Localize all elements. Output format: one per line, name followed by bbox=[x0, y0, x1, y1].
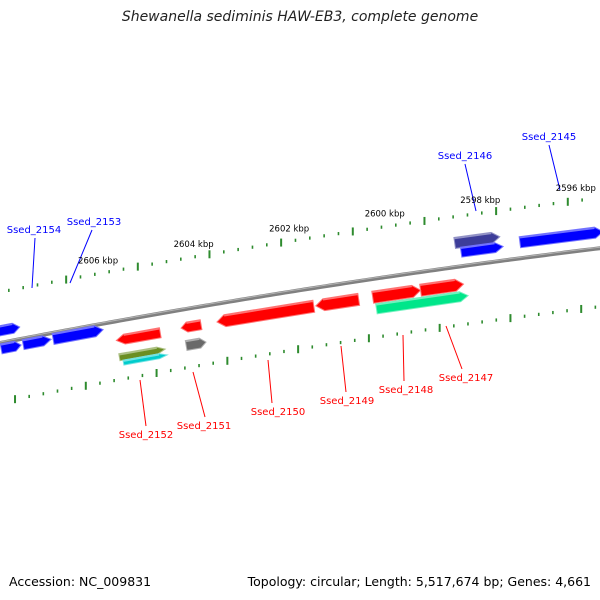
gene-arrow-highlight bbox=[118, 347, 157, 356]
gene-connector bbox=[464, 163, 477, 212]
gene-arrow-highlight bbox=[123, 354, 160, 362]
gene-label: Ssed_2147 bbox=[439, 373, 494, 384]
gene-label: Ssed_2152 bbox=[119, 430, 174, 441]
gene-label: Ssed_2151 bbox=[177, 421, 232, 432]
gene-connector bbox=[445, 325, 463, 370]
gene-arrow-highlight bbox=[419, 279, 455, 287]
gene-connector bbox=[548, 144, 561, 191]
gene-connector bbox=[402, 334, 405, 382]
gene-arrow bbox=[375, 291, 470, 315]
gene-label: Ssed_2150 bbox=[251, 407, 306, 418]
kbp-label: 2600 kbp bbox=[365, 210, 405, 220]
gene-arrow bbox=[216, 299, 316, 328]
gene-arrow bbox=[180, 319, 203, 333]
gene-arrow-highlight bbox=[52, 326, 95, 336]
gene-connector bbox=[340, 345, 347, 393]
gene-arrow-highlight bbox=[123, 328, 160, 336]
accession-label: Accession: NC_009831 bbox=[9, 574, 152, 589]
map-title: Shewanella sediminis HAW-EB3, complete g… bbox=[121, 9, 479, 25]
gene-connector bbox=[69, 229, 93, 284]
genome-summary: Topology: circular; Length: 5,517,674 bp… bbox=[247, 574, 591, 589]
gene-connector bbox=[139, 379, 147, 427]
gene-arrow-highlight bbox=[0, 323, 13, 328]
gene-arrow-highlight bbox=[322, 293, 359, 301]
inner-tick-ring bbox=[14, 304, 597, 404]
gene-label: Ssed_2145 bbox=[522, 132, 577, 143]
gene-arrow-highlight bbox=[371, 285, 412, 294]
gene-arrow bbox=[115, 327, 162, 345]
gene-arrow bbox=[122, 353, 169, 366]
gene-connector bbox=[267, 359, 273, 404]
gene-arrow-highlight bbox=[453, 232, 492, 240]
kbp-label: 2606 kbp bbox=[78, 257, 118, 267]
kbp-label: 2602 kbp bbox=[269, 224, 309, 234]
gene-connector bbox=[192, 371, 206, 418]
feature-tracks bbox=[0, 226, 600, 366]
gene-label: Ssed_2153 bbox=[67, 217, 122, 228]
gene-arrow-highlight bbox=[186, 320, 201, 324]
kbp-label: 2598 kbp bbox=[460, 196, 500, 206]
outer-tick-ring bbox=[8, 197, 583, 292]
gene-arrow-highlight bbox=[22, 336, 43, 342]
gene-arrow-highlight bbox=[460, 242, 495, 249]
gene-arrow-highlight bbox=[375, 292, 460, 306]
gene-label: Ssed_2146 bbox=[438, 151, 493, 162]
feature-labels: 2596 kbp 2598 kbp 2600 kbp 2602 kbp 2604 kbp… bbox=[7, 132, 596, 441]
gene-arrow-highlight bbox=[224, 300, 314, 317]
gene-arrow bbox=[51, 325, 104, 345]
gene-label: Ssed_2148 bbox=[379, 385, 434, 396]
gene-arrow-highlight bbox=[185, 338, 200, 343]
genome-backbone bbox=[0, 246, 600, 346]
gene-arrow bbox=[118, 346, 167, 362]
gene-arrow bbox=[518, 226, 600, 249]
gene-arrow bbox=[314, 292, 361, 312]
gene-connector bbox=[31, 237, 36, 289]
label-connectors bbox=[31, 144, 561, 427]
backbone-highlight bbox=[0, 246, 600, 343]
gene-label: Ssed_2149 bbox=[320, 396, 375, 407]
backbone-line bbox=[0, 246, 600, 346]
kbp-label: 2604 kbp bbox=[174, 240, 214, 250]
gene-arrow-highlight bbox=[0, 341, 15, 346]
gene-arrow-highlight bbox=[519, 227, 595, 239]
gene-label: Ssed_2154 bbox=[7, 225, 62, 236]
kbp-label: 2596 kbp bbox=[556, 184, 596, 194]
